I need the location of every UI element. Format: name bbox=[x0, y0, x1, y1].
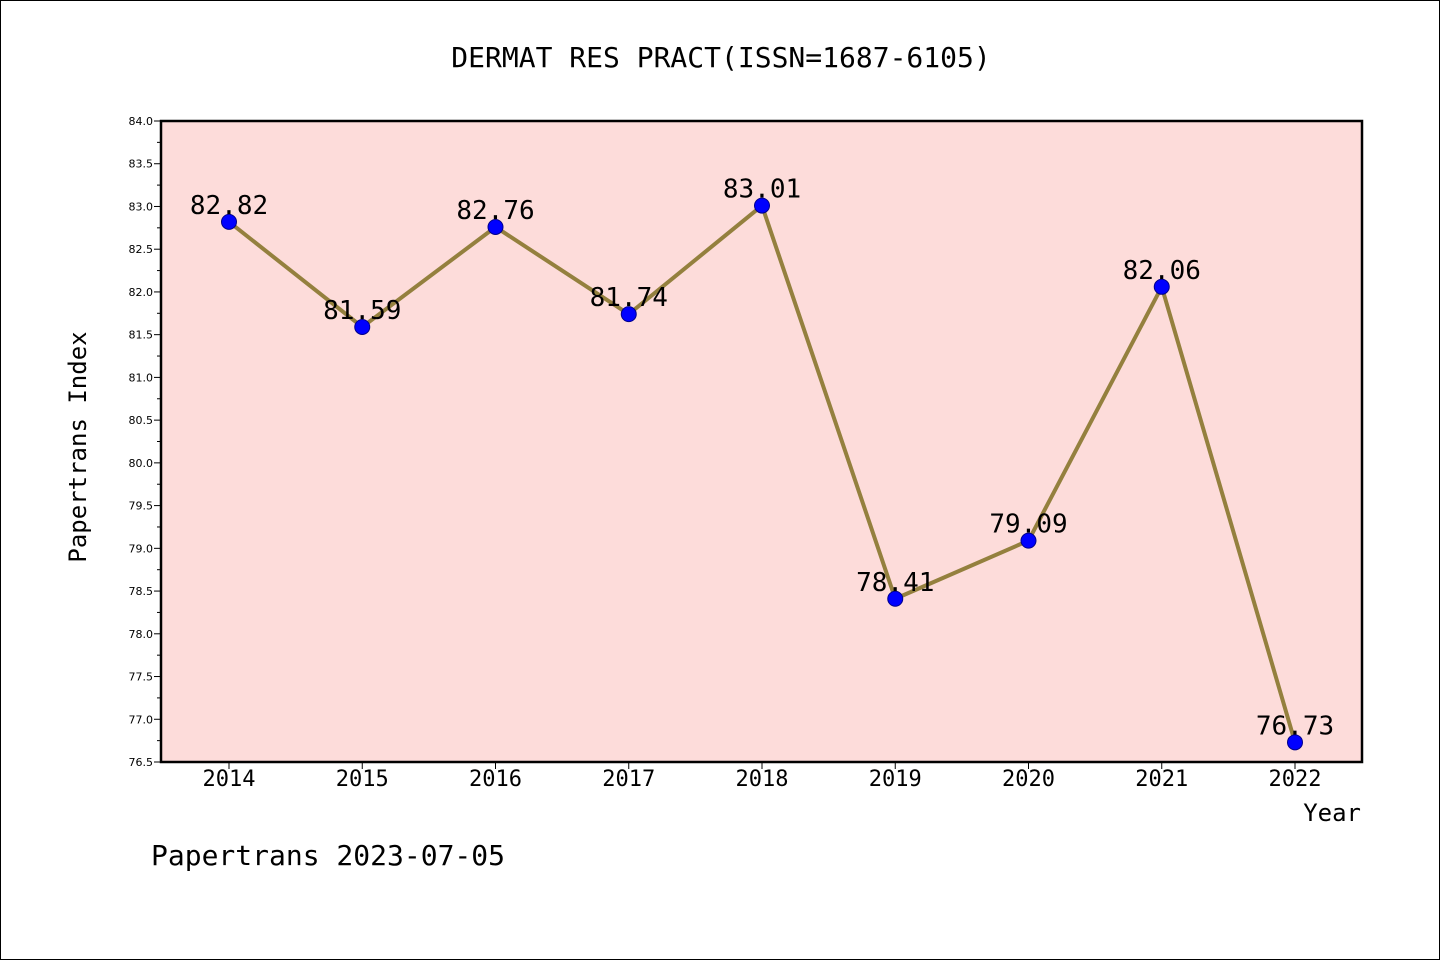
data-label: 82.76 bbox=[456, 196, 534, 226]
x-tick-label: 2020 bbox=[1002, 767, 1055, 792]
data-label: 78.41 bbox=[856, 568, 934, 598]
y-tick-label: 80.5 bbox=[129, 414, 154, 427]
x-tick-label: 2014 bbox=[203, 767, 256, 792]
y-tick-label: 77.5 bbox=[129, 671, 154, 684]
y-tick-label: 82.5 bbox=[129, 243, 154, 256]
y-tick-label: 81.0 bbox=[129, 371, 154, 384]
data-label: 76.73 bbox=[1256, 711, 1334, 741]
data-point bbox=[1153, 278, 1170, 295]
data-point bbox=[487, 218, 504, 235]
y-tick-label: 77.0 bbox=[129, 713, 154, 726]
data-label: 82.06 bbox=[1123, 256, 1201, 286]
y-tick-label: 81.5 bbox=[129, 329, 154, 342]
y-tick-label: 83.0 bbox=[129, 200, 154, 213]
data-point bbox=[221, 213, 237, 230]
data-point bbox=[754, 197, 770, 214]
x-tick-label: 2021 bbox=[1135, 767, 1188, 792]
data-point bbox=[1020, 532, 1037, 549]
data-label: 83.01 bbox=[723, 175, 801, 205]
y-tick-label: 78.5 bbox=[129, 585, 154, 598]
y-tick-label: 79.5 bbox=[129, 500, 154, 513]
x-tick-label: 2016 bbox=[469, 767, 522, 792]
data-label: 82.82 bbox=[190, 191, 268, 221]
plot-frame bbox=[159, 119, 1364, 764]
y-tick-label: 78.0 bbox=[129, 628, 154, 641]
y-tick-label: 84.0 bbox=[129, 115, 154, 128]
data-point bbox=[354, 318, 371, 335]
y-tick-label: 76.5 bbox=[129, 756, 154, 769]
plot-area bbox=[161, 121, 1362, 762]
x-tick-label: 2015 bbox=[336, 767, 389, 792]
chart-title: DERMAT RES PRACT(ISSN=1687-6105) bbox=[451, 41, 990, 74]
x-axis-label: Year bbox=[1303, 799, 1361, 827]
data-label: 79.09 bbox=[989, 510, 1067, 540]
x-tick-label: 2017 bbox=[602, 767, 655, 792]
x-tick-label: 2018 bbox=[736, 767, 789, 792]
y-tick-label: 79.0 bbox=[129, 542, 154, 555]
y-tick-label: 83.5 bbox=[129, 158, 154, 171]
footer-date-stamp: Papertrans 2023-07-05 bbox=[151, 839, 505, 872]
y-tick-label: 82.0 bbox=[129, 286, 154, 299]
data-point bbox=[620, 306, 637, 323]
data-point bbox=[1287, 734, 1303, 751]
data-point bbox=[887, 590, 904, 607]
y-axis-label: Papertrans Index bbox=[64, 331, 92, 562]
data-label: 81.59 bbox=[323, 296, 401, 326]
x-tick-label: 2019 bbox=[869, 767, 922, 792]
data-label: 81.74 bbox=[590, 283, 668, 313]
y-tick-label: 80.0 bbox=[129, 457, 154, 470]
x-tick-label: 2022 bbox=[1269, 767, 1322, 792]
